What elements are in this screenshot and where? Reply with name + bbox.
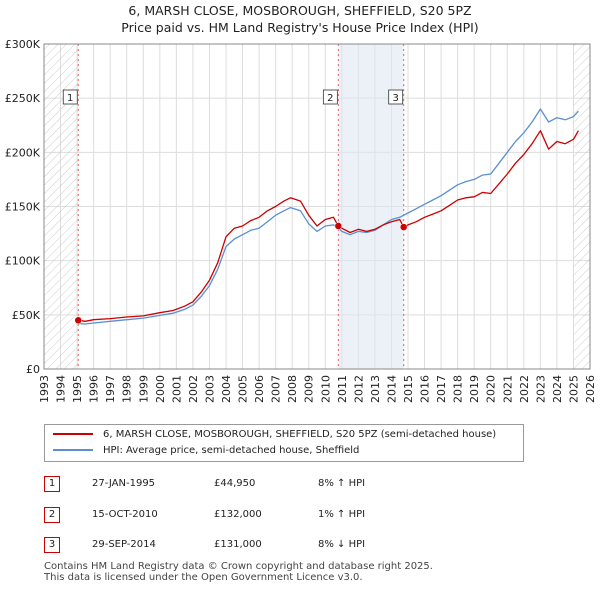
sale-date: 27-JAN-1995 [92,478,156,489]
x-tick-label: 2002 [187,375,200,403]
sale-number-box [62,89,78,105]
x-tick-label: 2013 [369,375,382,403]
hatched-region-after [573,44,590,369]
x-tick-label: 2024 [551,375,564,403]
sale-date: 15-OCT-2010 [92,509,158,520]
x-tick-label: 2010 [319,375,332,403]
sale-point [74,316,82,325]
legend-label-property: 6, MARSH CLOSE, MOSBOROUGH, SHEFFIELD, S… [103,429,497,440]
x-tick-label: 2026 [584,375,597,403]
y-tick-label: £0 [26,363,40,376]
legend-swatch-property [53,433,93,435]
plot-frame [43,43,591,370]
y-tick-label: £50K [12,309,41,322]
x-tick-label: 2009 [303,375,316,403]
x-tick-label: 2017 [435,375,448,403]
price-paid-line [78,130,579,322]
legend-entry-property: 6, MARSH CLOSE, MOSBOROUGH, SHEFFIELD, S… [53,428,496,442]
x-tick-label: 1999 [137,375,150,403]
x-tick-label: 2001 [170,375,183,403]
sale-number-box [388,89,404,105]
sale-number-label: 1 [67,93,73,104]
y-tick-label: £250K [5,92,41,105]
sale-number-badge: 3 [44,537,60,553]
x-tick-label: 1993 [38,375,51,403]
sale-price: £131,000 [214,539,262,550]
x-tick-label: 1996 [88,375,101,403]
y-tick-label: £100K [5,255,41,268]
x-tick-label: 2012 [352,375,365,403]
x-tick-label: 2019 [468,375,481,403]
sale-number-label: 2 [327,93,333,104]
sale-hpi-diff: 8% ↓ HPI [318,539,366,550]
x-tick-label: 2005 [237,375,250,403]
sale-price: £132,000 [214,509,262,520]
x-tick-label: 2011 [336,375,349,403]
x-tick-label: 2021 [501,375,514,403]
y-tick-label: £300K [5,38,41,51]
x-tick-label: 2004 [220,375,233,403]
x-tick-label: 2025 [567,375,580,403]
chart-title: 6, MARSH CLOSE, MOSBOROUGH, SHEFFIELD, S… [0,2,600,36]
footer-attribution: Contains HM Land Registry data © Crown c… [44,561,433,583]
sale-point [334,222,343,230]
y-tick-label: £200K [5,146,41,159]
x-tick-label: 1997 [104,375,117,403]
sale-date: 29-SEP-2014 [92,539,156,550]
x-tick-label: 2022 [518,375,531,403]
x-tick-label: 2014 [385,375,398,403]
x-tick-label: 1995 [71,375,84,403]
footer-line1: Contains HM Land Registry data © Crown c… [44,561,433,572]
chart-title-line2: Price paid vs. HM Land Registry's House … [121,20,479,35]
sale-number-label: 3 [393,93,399,104]
chart-legend: 6, MARSH CLOSE, MOSBOROUGH, SHEFFIELD, S… [44,424,524,462]
chart-title-line1: 6, MARSH CLOSE, MOSBOROUGH, SHEFFIELD, S… [128,3,472,18]
x-tick-label: 1994 [55,375,68,403]
hpi-line [78,108,579,325]
sale-number-badge: 1 [44,476,60,492]
legend-label-hpi: HPI: Average price, semi-detached house,… [103,445,360,456]
y-tick-label: £150K [5,201,41,214]
x-tick-label: 2016 [419,375,432,403]
footer-line2: This data is licensed under the Open Gov… [44,572,363,583]
sale-point [399,223,408,231]
sale-price: £44,950 [214,478,256,489]
x-tick-label: 2015 [402,375,415,403]
sale-number-badge: 2 [44,507,60,523]
sale-number-box [322,89,338,105]
x-tick-label: 2018 [452,375,465,403]
x-tick-label: 2003 [203,375,216,403]
x-tick-label: 2023 [534,375,547,403]
x-tick-label: 2000 [154,375,167,403]
sale-hpi-diff: 8% ↑ HPI [318,478,366,489]
x-tick-label: 2006 [253,375,266,403]
legend-swatch-hpi [53,449,93,451]
x-tick-label: 2007 [270,375,283,403]
x-tick-label: 2008 [286,375,299,403]
x-tick-label: 1998 [121,375,134,403]
x-tick-label: 2020 [485,375,498,403]
legend-entry-hpi: HPI: Average price, semi-detached house,… [53,444,359,458]
sale-hpi-diff: 1% ↑ HPI [318,509,366,520]
